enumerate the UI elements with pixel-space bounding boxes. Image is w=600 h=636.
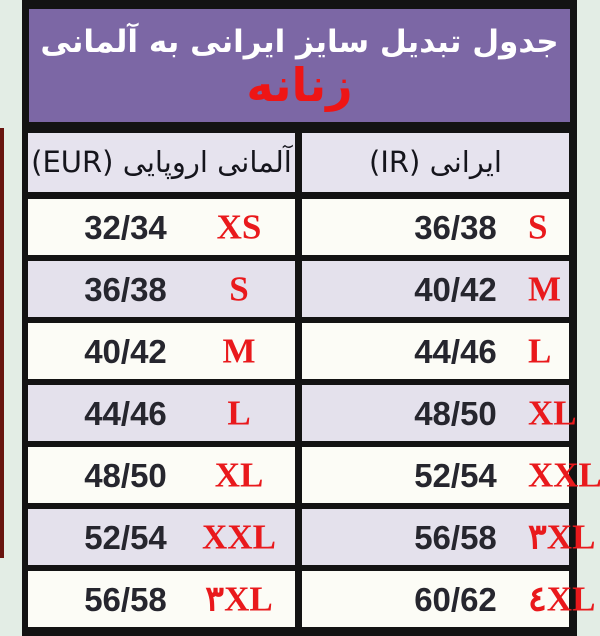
eur-size-label: XXL xyxy=(202,517,276,557)
ir-size-label: L xyxy=(528,331,552,371)
table-row: 48/50 XL 52/54 XXL xyxy=(22,447,600,509)
column-header-ir-label: ایرانی (IR) xyxy=(369,145,502,179)
ir-size-value: 44/46 xyxy=(414,332,497,370)
eur-size-value: 36/38 xyxy=(84,270,167,308)
page-title: جدول تبدیل سایز ایرانی به آلمانی xyxy=(40,23,559,60)
eur-cell: 56/58 ۳XL xyxy=(22,571,302,627)
ir-size-value: 56/58 xyxy=(414,518,497,556)
eur-size-label: ۳XL xyxy=(205,579,273,619)
ir-cell: 44/46 L xyxy=(302,323,577,379)
table-row: 32/34 XS 36/38 S xyxy=(22,199,577,261)
table-row: 52/54 XXL 56/58 ۳XL xyxy=(22,509,595,571)
eur-size-label: XS xyxy=(216,207,262,247)
eur-cell: 52/54 XXL xyxy=(22,509,302,565)
column-header-eur-label: آلمانی اروپایی (EUR) xyxy=(31,145,292,179)
ir-size-value: 52/54 xyxy=(414,456,497,494)
ir-cell: 56/58 ۳XL xyxy=(302,509,595,565)
ir-size-value: 60/62 xyxy=(414,580,497,618)
table-row: 36/38 S 40/42 M xyxy=(22,261,577,323)
ir-size-label: M xyxy=(528,269,562,309)
eur-size-value: 48/50 xyxy=(84,456,167,494)
ir-cell: 36/38 S xyxy=(302,199,577,255)
eur-cell: 40/42 M xyxy=(22,323,302,379)
eur-cell: 48/50 XL xyxy=(22,447,302,503)
left-edge-artifact xyxy=(0,128,4,558)
eur-size-label: L xyxy=(227,393,251,433)
table-row: 44/46 L 48/50 XL xyxy=(22,385,577,447)
eur-size-value: 32/34 xyxy=(84,208,167,246)
size-conversion-table: جدول تبدیل سایز ایرانی به آلمانی زنانه آ… xyxy=(22,0,600,636)
ir-size-label: XXL xyxy=(528,455,600,495)
column-header-ir: ایرانی (IR) xyxy=(302,133,577,192)
ir-size-label: ۳XL xyxy=(528,517,596,557)
ir-size-value: 48/50 xyxy=(414,394,497,432)
eur-size-value: 40/42 xyxy=(84,332,167,370)
eur-cell: 44/46 L xyxy=(22,385,302,441)
table-row: 40/42 M 44/46 L xyxy=(22,323,577,385)
ir-cell: 60/62 ٤XL xyxy=(302,571,595,627)
table-row: 56/58 ۳XL 60/62 ٤XL xyxy=(22,571,595,636)
ir-size-label: ٤XL xyxy=(528,579,596,619)
eur-size-value: 44/46 xyxy=(84,394,167,432)
table-title-banner: جدول تبدیل سایز ایرانی به آلمانی زنانه xyxy=(22,0,577,133)
ir-cell: 48/50 XL xyxy=(302,385,577,441)
ir-size-label: S xyxy=(528,207,548,247)
ir-size-value: 40/42 xyxy=(414,270,497,308)
eur-size-label: S xyxy=(229,269,249,309)
eur-size-value: 56/58 xyxy=(84,580,167,618)
eur-size-value: 52/54 xyxy=(84,518,167,556)
ir-size-label: XL xyxy=(528,393,577,433)
eur-size-label: XL xyxy=(214,455,264,495)
column-header-row: آلمانی اروپایی (EUR) ایرانی (IR) xyxy=(22,133,577,199)
ir-size-value: 36/38 xyxy=(414,208,497,246)
column-header-eur: آلمانی اروپایی (EUR) xyxy=(22,133,302,192)
ir-cell: 52/54 XXL xyxy=(302,447,600,503)
eur-cell: 36/38 S xyxy=(22,261,302,317)
ir-cell: 40/42 M xyxy=(302,261,577,317)
eur-cell: 32/34 XS xyxy=(22,199,302,255)
category-subtitle: زنانه xyxy=(246,58,353,113)
eur-size-label: M xyxy=(222,331,256,371)
